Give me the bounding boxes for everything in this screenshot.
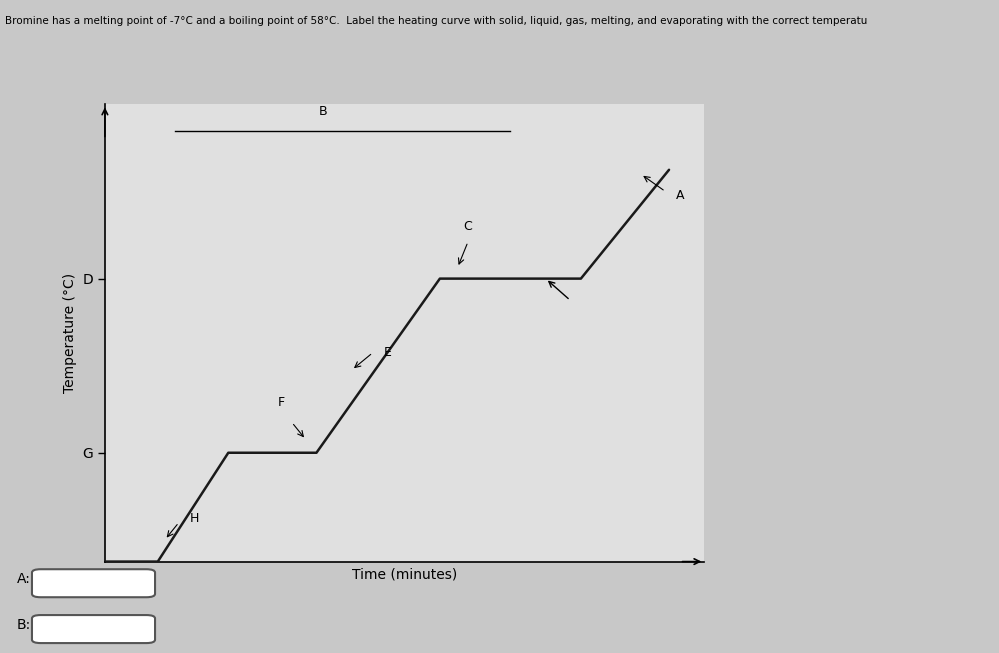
Text: A:: A: (17, 571, 30, 586)
Y-axis label: Temperature (°C): Temperature (°C) (63, 273, 77, 393)
Text: B: B (320, 104, 328, 118)
Text: B:: B: (17, 618, 31, 632)
Text: Bromine has a melting point of -7°C and a boiling point of 58°C.  Label the heat: Bromine has a melting point of -7°C and … (5, 16, 867, 26)
Text: H: H (190, 511, 199, 524)
Text: E: E (384, 346, 392, 359)
Text: F: F (278, 396, 285, 409)
X-axis label: Time (minutes): Time (minutes) (352, 567, 458, 581)
Text: C: C (464, 220, 473, 233)
FancyBboxPatch shape (32, 615, 155, 643)
Text: A: A (676, 189, 684, 202)
FancyBboxPatch shape (32, 569, 155, 597)
